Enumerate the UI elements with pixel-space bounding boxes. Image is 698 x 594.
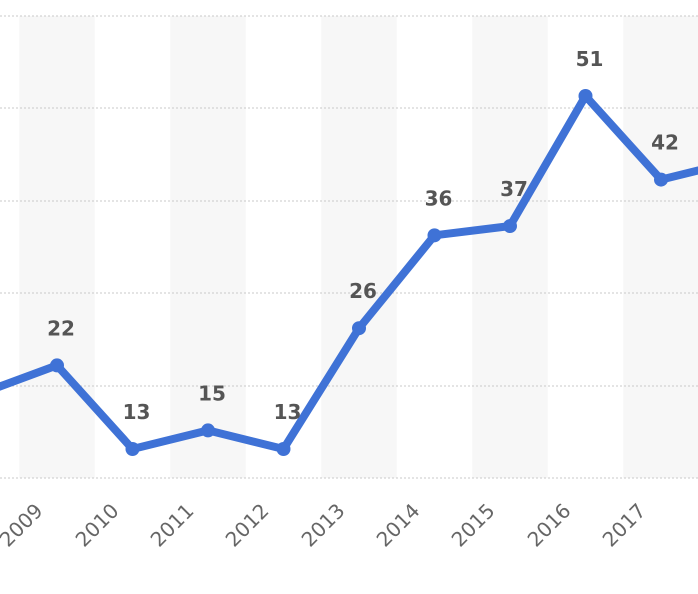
data-point-2015 [503, 219, 517, 234]
data-label-2012: 13 [274, 400, 302, 424]
data-label-2013: 26 [349, 279, 377, 303]
data-point-2012 [276, 442, 291, 456]
column-band [623, 16, 698, 478]
data-label-2017: 42 [651, 131, 679, 155]
data-point-2013 [352, 321, 366, 336]
column-band [472, 16, 548, 478]
x-tick-label-2010: 2010 [71, 499, 124, 552]
data-point-2016 [578, 89, 593, 103]
data-point-2011 [201, 423, 215, 438]
x-tick-label-2011: 2011 [146, 499, 199, 552]
series-points [50, 89, 668, 456]
data-label-2015: 37 [500, 177, 528, 201]
x-tick-label-2017: 2017 [598, 499, 651, 552]
x-tick-label-2014: 2014 [372, 499, 425, 552]
gridlines [0, 15, 698, 479]
background-bands [19, 16, 698, 478]
x-tick-label-2012: 2012 [221, 499, 274, 552]
data-point-2010 [125, 442, 140, 456]
data-label-2016: 51 [576, 47, 604, 71]
column-band [321, 16, 397, 478]
x-tick-label-2013: 2013 [297, 499, 350, 552]
x-tick-label-2009: 2009 [0, 499, 48, 552]
x-tick-label-2016: 2016 [523, 499, 576, 552]
data-label-2009: 22 [47, 316, 75, 340]
data-label-2010: 13 [123, 400, 151, 424]
data-point-2017 [654, 172, 668, 187]
data-label-2011: 15 [198, 381, 226, 405]
column-band [19, 16, 95, 478]
data-labels: 22 13 15 13 26 36 37 51 42 [47, 47, 679, 424]
data-point-2014 [427, 228, 442, 243]
x-tick-label-2015: 2015 [447, 499, 500, 552]
data-label-2014: 36 [425, 186, 453, 210]
data-point-2009 [50, 358, 64, 373]
column-band [170, 16, 246, 478]
x-axis-tick-labels: 2009 2010 2011 2012 2013 2014 2015 2016 2017 [0, 499, 651, 552]
